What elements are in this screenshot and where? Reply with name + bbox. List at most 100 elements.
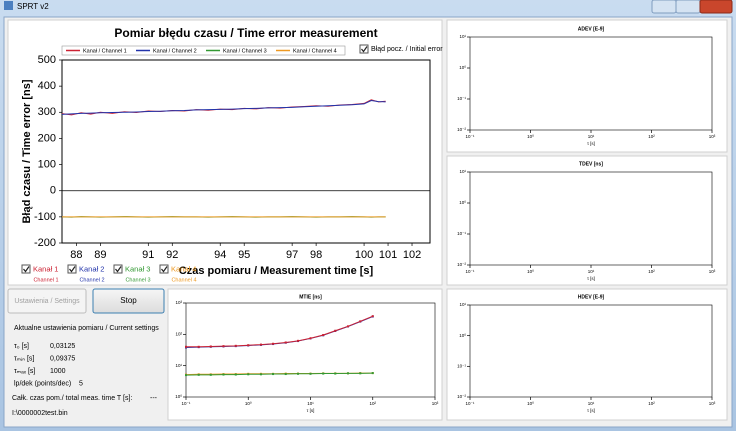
settings-button[interactable] xyxy=(7,288,87,314)
hdev-panel xyxy=(446,288,728,421)
initial-error-checkbox[interactable] xyxy=(359,44,369,54)
x-tick-label: 10² xyxy=(648,401,655,406)
x-tick-label: 91 xyxy=(142,249,154,261)
series-marker xyxy=(359,320,362,323)
setting-value: 1000 xyxy=(50,368,66,375)
series-marker xyxy=(309,372,312,375)
series-marker xyxy=(209,373,212,376)
legend-box xyxy=(61,45,346,56)
series-marker xyxy=(297,339,300,342)
x-tick-label: 10² xyxy=(648,269,655,274)
y-tick-label: 500 xyxy=(38,54,56,66)
channel-label[interactable]: Kanał 1 xyxy=(33,264,58,273)
y-tick-label: -100 xyxy=(34,211,56,223)
total-time-label: Całk. czas pom./ total meas. time T [s]: xyxy=(12,395,132,402)
x-tick-label: 98 xyxy=(310,249,322,261)
series-marker xyxy=(185,345,187,348)
series-marker xyxy=(222,373,225,376)
channel-label[interactable]: Kanał 3 xyxy=(125,264,150,273)
setting-label: lp/dek (points/dec) xyxy=(14,380,71,387)
series-marker xyxy=(247,344,250,347)
y-tick-label: 400 xyxy=(38,80,56,92)
x-tick-label: 10¹ xyxy=(588,269,595,274)
window-title: SPRT v2 xyxy=(17,2,49,11)
channel-checkbox[interactable] xyxy=(21,264,31,274)
x-tick-label: 10¹ xyxy=(588,401,595,406)
series-marker xyxy=(247,373,250,376)
series-marker xyxy=(309,337,312,340)
check-mark xyxy=(361,46,368,53)
chart-title: HDEV [E-9] xyxy=(578,294,605,300)
total-time-value: --- xyxy=(150,395,158,402)
channel-checkbox[interactable] xyxy=(159,264,169,274)
x-tick-label: 10⁻¹ xyxy=(182,401,191,406)
setting-value: 0,03125 xyxy=(50,343,75,350)
series-marker xyxy=(185,374,187,377)
x-tick-label: 101 xyxy=(379,249,397,261)
y-tick-label: 10⁻² xyxy=(457,394,466,399)
check-mark xyxy=(161,266,168,273)
x-tick-label: 10⁰ xyxy=(245,401,252,406)
x-tick-label: 97 xyxy=(286,249,298,261)
y-tick-label: 10¹ xyxy=(459,169,466,174)
x-axis-label: τ [s] xyxy=(587,408,595,413)
y-tick-label: 300 xyxy=(38,106,56,118)
series-marker xyxy=(234,373,237,376)
x-tick-label: 10¹ xyxy=(307,401,314,406)
y-tick-label: 10⁻¹ xyxy=(457,364,466,369)
y-tick-label: 10⁰ xyxy=(459,200,466,205)
channel-checkbox[interactable] xyxy=(113,264,123,274)
x-tick-label: 10³ xyxy=(709,269,716,274)
y-tick-label: 10⁻¹ xyxy=(457,231,466,236)
x-tick-label: 10⁰ xyxy=(527,134,534,139)
stop-button[interactable] xyxy=(92,288,165,314)
maximize-button[interactable] xyxy=(675,0,701,14)
x-tick-label: 10¹ xyxy=(588,134,595,139)
channel-checkbox[interactable] xyxy=(67,264,77,274)
channel-label[interactable]: Kanał 2 xyxy=(79,264,104,273)
chart-title: MTIE [ns] xyxy=(299,294,322,300)
tdev-panel xyxy=(446,155,728,286)
x-axis-label: τ [s] xyxy=(587,276,595,281)
initial-error-label[interactable]: Błąd pocz. / Initial error xyxy=(371,46,443,53)
minimize-button[interactable] xyxy=(651,0,677,14)
legend-label: Kanał / Channel 1 xyxy=(83,48,127,54)
legend-label: Kanał / Channel 4 xyxy=(293,48,337,54)
main-chart-panel xyxy=(7,19,443,286)
x-tick-label: 10² xyxy=(369,401,376,406)
series-marker xyxy=(284,373,287,376)
y-axis-label: Błąd czasu / Time error [ns] xyxy=(21,79,33,223)
chart-title: ADEV [E-9] xyxy=(578,26,605,32)
channel-label[interactable]: Kanał 4 xyxy=(171,264,196,273)
y-tick-label: 10⁻¹ xyxy=(457,96,466,101)
check-mark xyxy=(69,266,76,273)
close-button[interactable] xyxy=(699,0,733,14)
series-line xyxy=(186,315,373,348)
x-tick-label: 10³ xyxy=(709,134,716,139)
series-marker xyxy=(346,325,349,328)
series-marker xyxy=(197,373,200,376)
channel-sublabel: Channel 4 xyxy=(171,277,196,283)
x-tick-label: 88 xyxy=(70,249,82,261)
y-tick-label: 10⁰ xyxy=(175,394,182,399)
mtie-panel xyxy=(167,288,443,421)
stop-button-label[interactable]: Stop xyxy=(120,296,137,305)
x-tick-label: 92 xyxy=(166,249,178,261)
app-icon xyxy=(4,1,13,10)
chart-title: Pomiar błędu czasu / Time error measurem… xyxy=(114,26,377,40)
series-marker xyxy=(334,329,337,332)
series-marker xyxy=(359,372,362,375)
file-path: I:\0000002test.bin xyxy=(12,410,68,417)
series-line xyxy=(61,100,386,115)
x-tick-label: 102 xyxy=(403,249,421,261)
channel-sublabel: Channel 1 xyxy=(33,277,58,283)
y-tick-label: 10¹ xyxy=(175,363,182,368)
settings-button-label[interactable]: Ustawienia / Settings xyxy=(14,298,80,305)
plot-frame xyxy=(61,59,431,244)
legend-label: Kanał / Channel 3 xyxy=(223,48,267,54)
y-tick-label: -200 xyxy=(34,237,56,249)
series-marker xyxy=(222,345,225,348)
series-marker xyxy=(234,344,237,347)
series-marker xyxy=(346,372,349,375)
